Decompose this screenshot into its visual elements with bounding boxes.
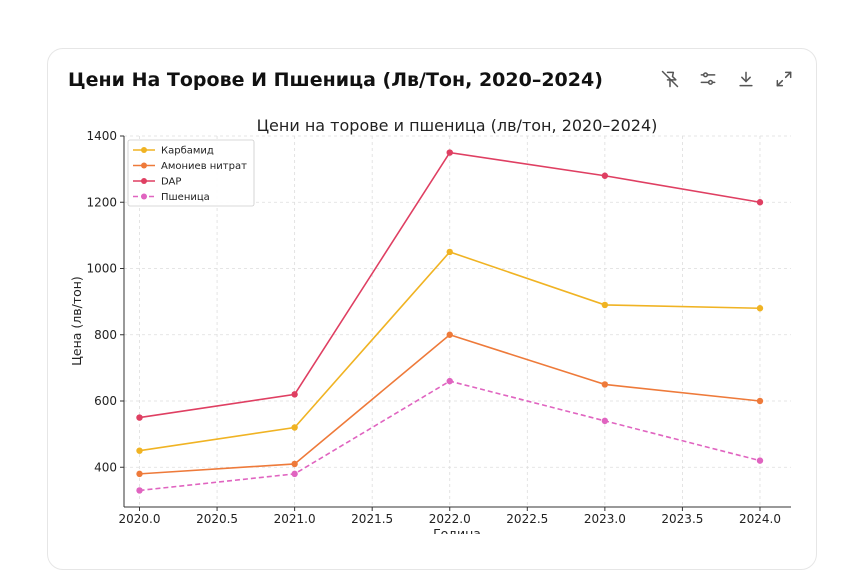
chart-toolbar	[660, 69, 794, 89]
x-axis-label: Година	[433, 526, 481, 534]
series-0-point	[446, 248, 453, 256]
x-tick-label: 2020.0	[119, 512, 161, 526]
x-tick-label: 2023.0	[584, 512, 626, 526]
card-title: Цени На Торове И Пшеница (Лв/Тон, 2020–2…	[68, 69, 603, 91]
axes: 2020.0 2020.5 2021.0 2021.5 2022.0 2022.5 2023…	[86, 129, 791, 526]
y-tick-label: 1000	[86, 262, 117, 276]
x-tick-label: 2021.5	[351, 512, 393, 526]
legend-label: Карбамид	[161, 146, 214, 157]
legend-box	[127, 139, 255, 207]
x-tick-label: 2022.5	[506, 512, 548, 526]
series-3-point	[756, 457, 764, 464]
pin-off-button[interactable]	[660, 69, 680, 89]
y-tick-label: 400	[94, 460, 117, 474]
legend-marker	[141, 162, 147, 169]
y-tick-label: 1200	[86, 195, 117, 209]
x-tick-label: 2022.0	[429, 512, 471, 526]
series-0-point	[136, 447, 143, 454]
series-0-point	[601, 301, 609, 309]
series-1-point	[446, 331, 453, 338]
y-tick-label: 1400	[86, 129, 117, 143]
legend-label: Амониев нитрат	[161, 161, 247, 172]
series-layer	[136, 149, 764, 494]
download-button[interactable]	[736, 69, 756, 89]
series-3-point	[291, 470, 298, 478]
y-tick-label: 600	[94, 394, 117, 408]
series-1-point	[756, 397, 764, 405]
series-3-point	[136, 487, 143, 494]
settings-button[interactable]	[698, 69, 718, 89]
y-tick-label: 800	[94, 328, 117, 342]
legend-marker	[141, 193, 147, 200]
series-3-point	[601, 417, 609, 425]
series-2-point	[136, 414, 143, 421]
x-tick-label: 2024.0	[739, 512, 781, 526]
expand-icon	[776, 71, 792, 87]
series-3-point	[446, 377, 453, 385]
series-1-point	[601, 381, 609, 388]
series-1-point	[136, 470, 143, 478]
x-tick-label: 2020.5	[196, 512, 238, 526]
legend: Карбамид Амониев нитрат DAP Пшеница	[127, 139, 255, 207]
series-1-point	[291, 460, 298, 468]
expand-button[interactable]	[774, 69, 794, 89]
series-0-point	[291, 424, 298, 431]
x-tick-label: 2023.5	[661, 512, 703, 526]
legend-marker	[141, 147, 147, 153]
x-tick-label: 2021.0	[274, 512, 316, 526]
legend-label: DAP	[161, 177, 181, 188]
series-0-point	[756, 305, 764, 312]
y-axis-label: Цена (лв/тон)	[69, 276, 84, 366]
chart-card: Цени На Торове И Пшеница (Лв/Тон, 2020–2…	[47, 48, 817, 570]
series-2-point	[601, 172, 609, 179]
legend-label: Пшеница	[161, 192, 210, 203]
series-2-point	[446, 149, 453, 156]
series-2-point	[756, 199, 764, 206]
legend-marker	[141, 178, 147, 184]
pin-off-icon	[661, 70, 679, 88]
series-2-point	[291, 391, 298, 398]
chart-title: Цени на торове и пшеница (лв/тон, 2020–2…	[257, 116, 658, 135]
sliders-icon	[700, 72, 716, 85]
line-chart: Цени на торове и пшеница (лв/тон, 2020–2…	[69, 116, 791, 534]
download-icon	[739, 71, 753, 87]
